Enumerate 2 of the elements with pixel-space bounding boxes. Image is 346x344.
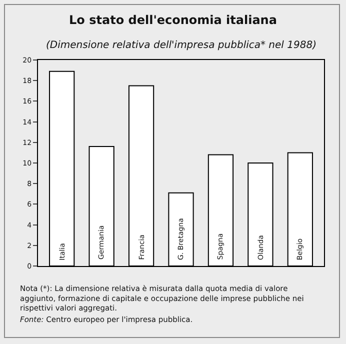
chart-title: Lo stato dell'economia italiana [69, 12, 277, 27]
chart-subtitle: (Dimensione relativa dell'impresa pubblica* nel 1988) [46, 40, 316, 51]
